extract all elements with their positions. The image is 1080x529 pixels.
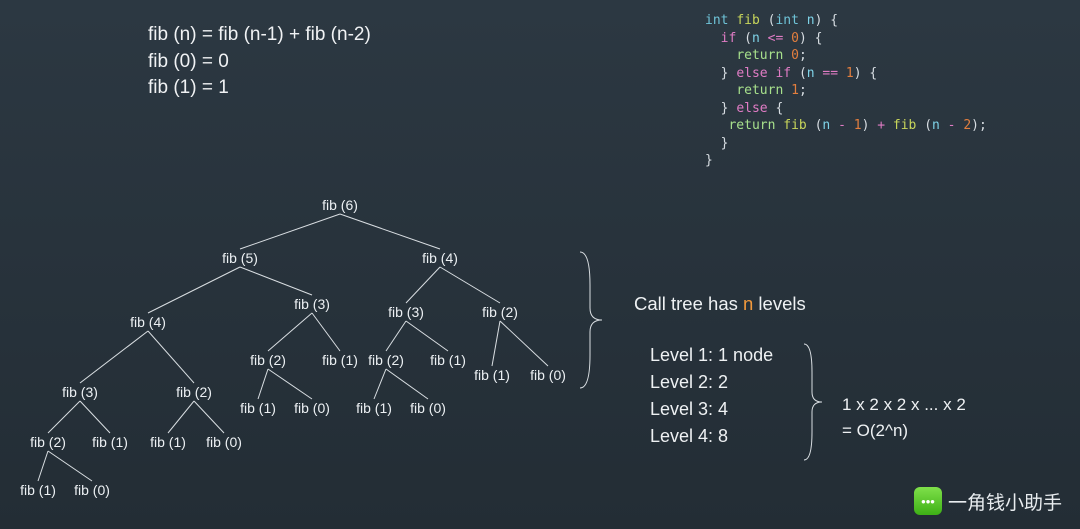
tree-node: fib (0): [74, 482, 110, 498]
level-4: Level 4: 8: [650, 423, 773, 450]
complexity-line-1: 1 x 2 x 2 x ... x 2: [842, 392, 966, 418]
tree-node: fib (1): [322, 352, 358, 368]
tree-node: fib (1): [356, 400, 392, 416]
call-tree-caption: Call tree has n levels: [634, 290, 806, 318]
levels-list: Level 1: 1 node Level 2: 2 Level 3: 4 Le…: [650, 342, 773, 450]
tree-node: fib (2): [250, 352, 286, 368]
tree-node: fib (1): [20, 482, 56, 498]
tree-node: fib (1): [430, 352, 466, 368]
level-1: Level 1: 1 node: [650, 342, 773, 369]
wechat-icon: •••: [914, 487, 942, 515]
tree-node: fib (0): [206, 434, 242, 450]
complexity-line-2: = O(2^n): [842, 418, 966, 444]
watermark: ••• 一角钱小助手: [914, 487, 1062, 515]
tree-node: fib (1): [474, 367, 510, 383]
tree-node: fib (0): [410, 400, 446, 416]
tree-node: fib (3): [294, 296, 330, 312]
tree-node: fib (0): [530, 367, 566, 383]
complexity-block: 1 x 2 x 2 x ... x 2 = O(2^n): [842, 392, 966, 443]
call-tree-n: n: [743, 293, 753, 314]
tree-node: fib (4): [130, 314, 166, 330]
tree-node: fib (6): [322, 197, 358, 213]
tree-node: fib (2): [368, 352, 404, 368]
tree-node: fib (5): [222, 250, 258, 266]
tree-node: fib (3): [62, 384, 98, 400]
call-tree-suffix: levels: [753, 293, 805, 314]
tree-node: fib (2): [30, 434, 66, 450]
tree-node: fib (0): [294, 400, 330, 416]
level-2: Level 2: 2: [650, 369, 773, 396]
tree-node: fib (1): [150, 434, 186, 450]
tree-node: fib (1): [240, 400, 276, 416]
tree-node: fib (4): [422, 250, 458, 266]
tree-node: fib (2): [482, 304, 518, 320]
watermark-text: 一角钱小助手: [948, 488, 1062, 515]
tree-node: fib (3): [388, 304, 424, 320]
tree-node: fib (1): [92, 434, 128, 450]
level-3: Level 3: 4: [650, 396, 773, 423]
call-tree-prefix: Call tree has: [634, 293, 743, 314]
tree-node: fib (2): [176, 384, 212, 400]
